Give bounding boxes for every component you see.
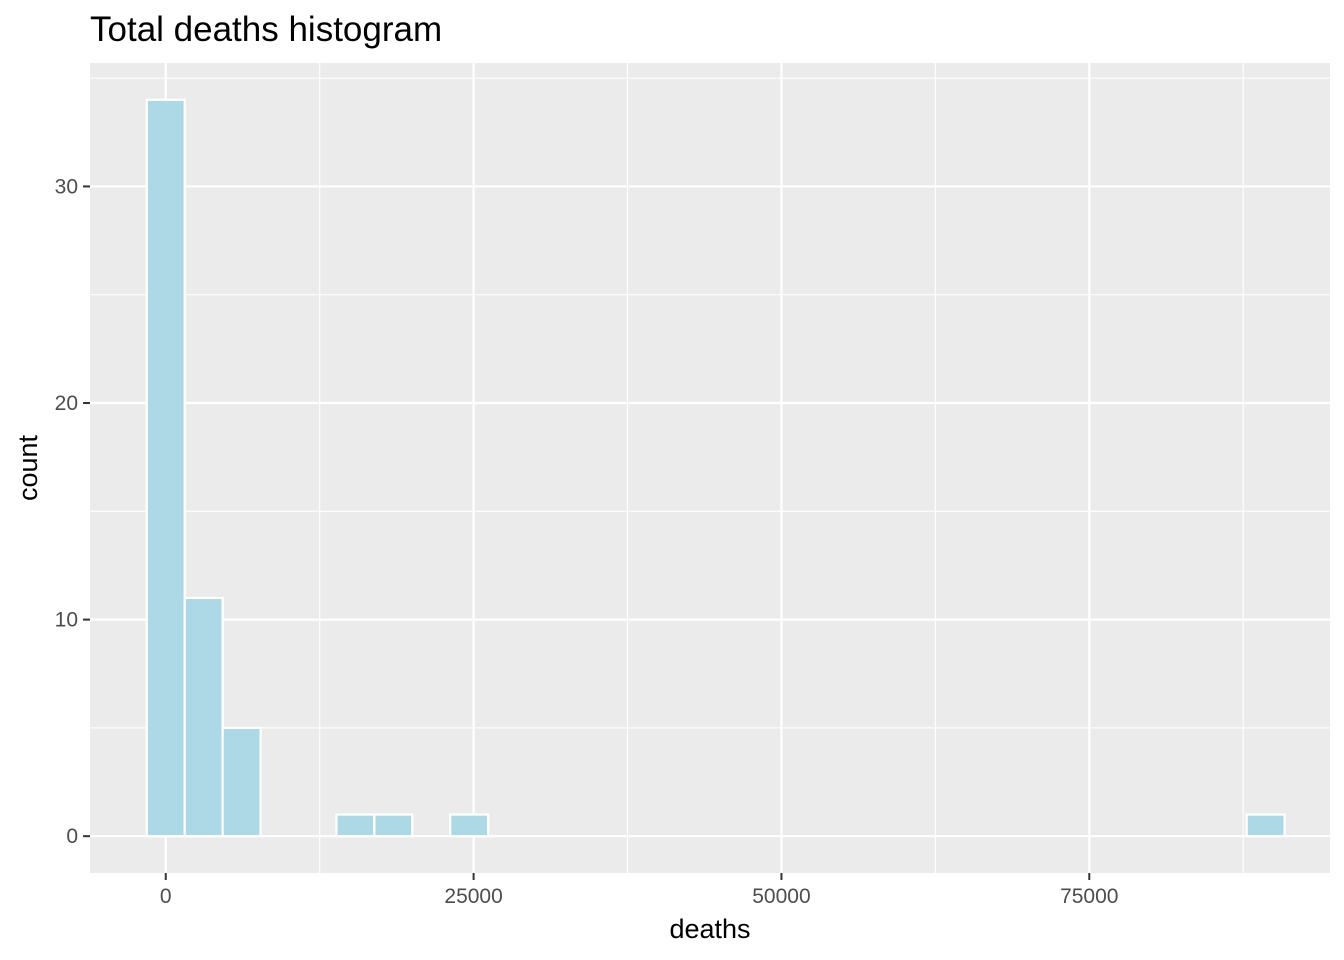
x-axis: 0 25000 50000 75000 [160,873,1118,908]
y-tick-label: 20 [55,392,78,415]
histogram-bar [373,813,414,838]
x-axis-title: deaths [669,914,750,944]
y-tick-label: 0 [66,825,78,848]
major-gridlines [90,63,1330,873]
histogram-bar [335,813,376,838]
minor-gridlines [90,63,1330,873]
histogram-bar [221,726,262,838]
x-tick-label: 0 [160,885,172,908]
plot-panel [90,63,1330,873]
x-tick-label: 25000 [444,885,502,908]
histogram-bar [1245,813,1286,838]
chart-title: Total deaths histogram [90,10,442,49]
y-tick-label: 30 [55,175,78,198]
y-axis: 0 10 20 30 [55,175,90,848]
histogram-bar [449,813,490,838]
y-axis-title: count [13,434,43,501]
histogram-bars [145,98,1286,838]
y-tick-label: 10 [55,609,78,632]
x-tick-label: 50000 [752,885,810,908]
histogram-bar [183,596,224,838]
histogram-bar [145,98,186,838]
x-tick-label: 75000 [1060,885,1118,908]
